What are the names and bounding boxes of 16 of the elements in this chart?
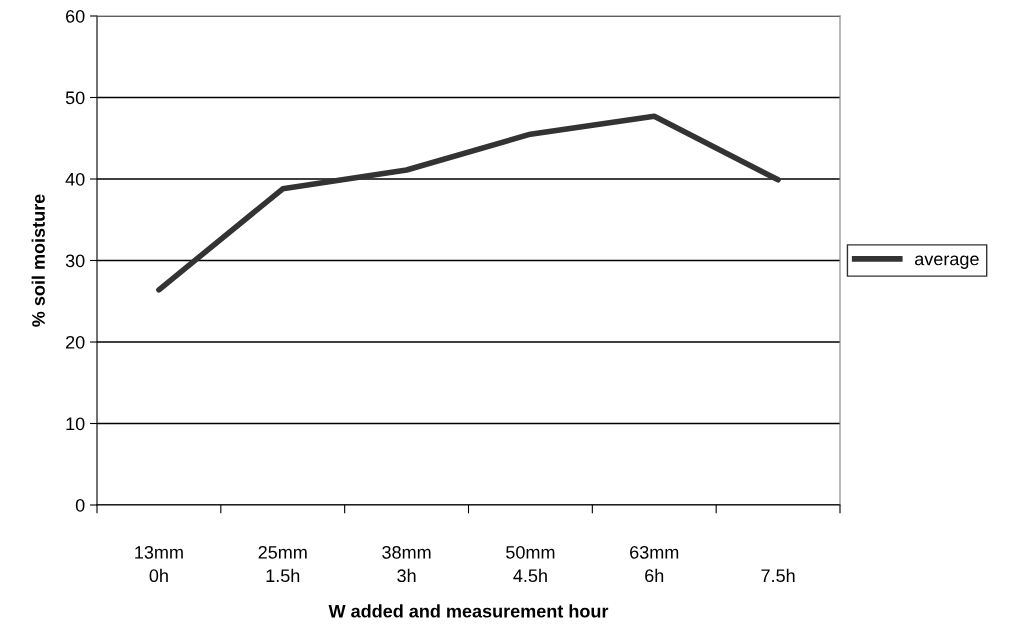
x-axis-title: W added and measurement hour [328,604,609,618]
x-tick-label: 7.5h [761,568,795,583]
legend-label: average [915,255,979,269]
x-tick-label: 50mm 4.5h [506,545,555,583]
y-tick-label: 0 [75,498,85,512]
y-tick-label: 40 [65,172,85,186]
y-tick-label: 10 [66,417,85,431]
x-tick-label: 13mm 0h [135,545,183,583]
y-tick-label: 20 [66,335,85,349]
y-tick-label: 30 [65,254,85,268]
x-tick-label: 38mm 3h [382,545,431,583]
y-axis-title: % soil moisture [31,194,45,327]
x-tick-label: 25mm 1.5h [258,545,307,583]
y-tick-label: 50 [65,91,85,105]
y-tick-label: 60 [66,9,85,23]
x-tick-label: 63mm 6h [630,545,679,583]
